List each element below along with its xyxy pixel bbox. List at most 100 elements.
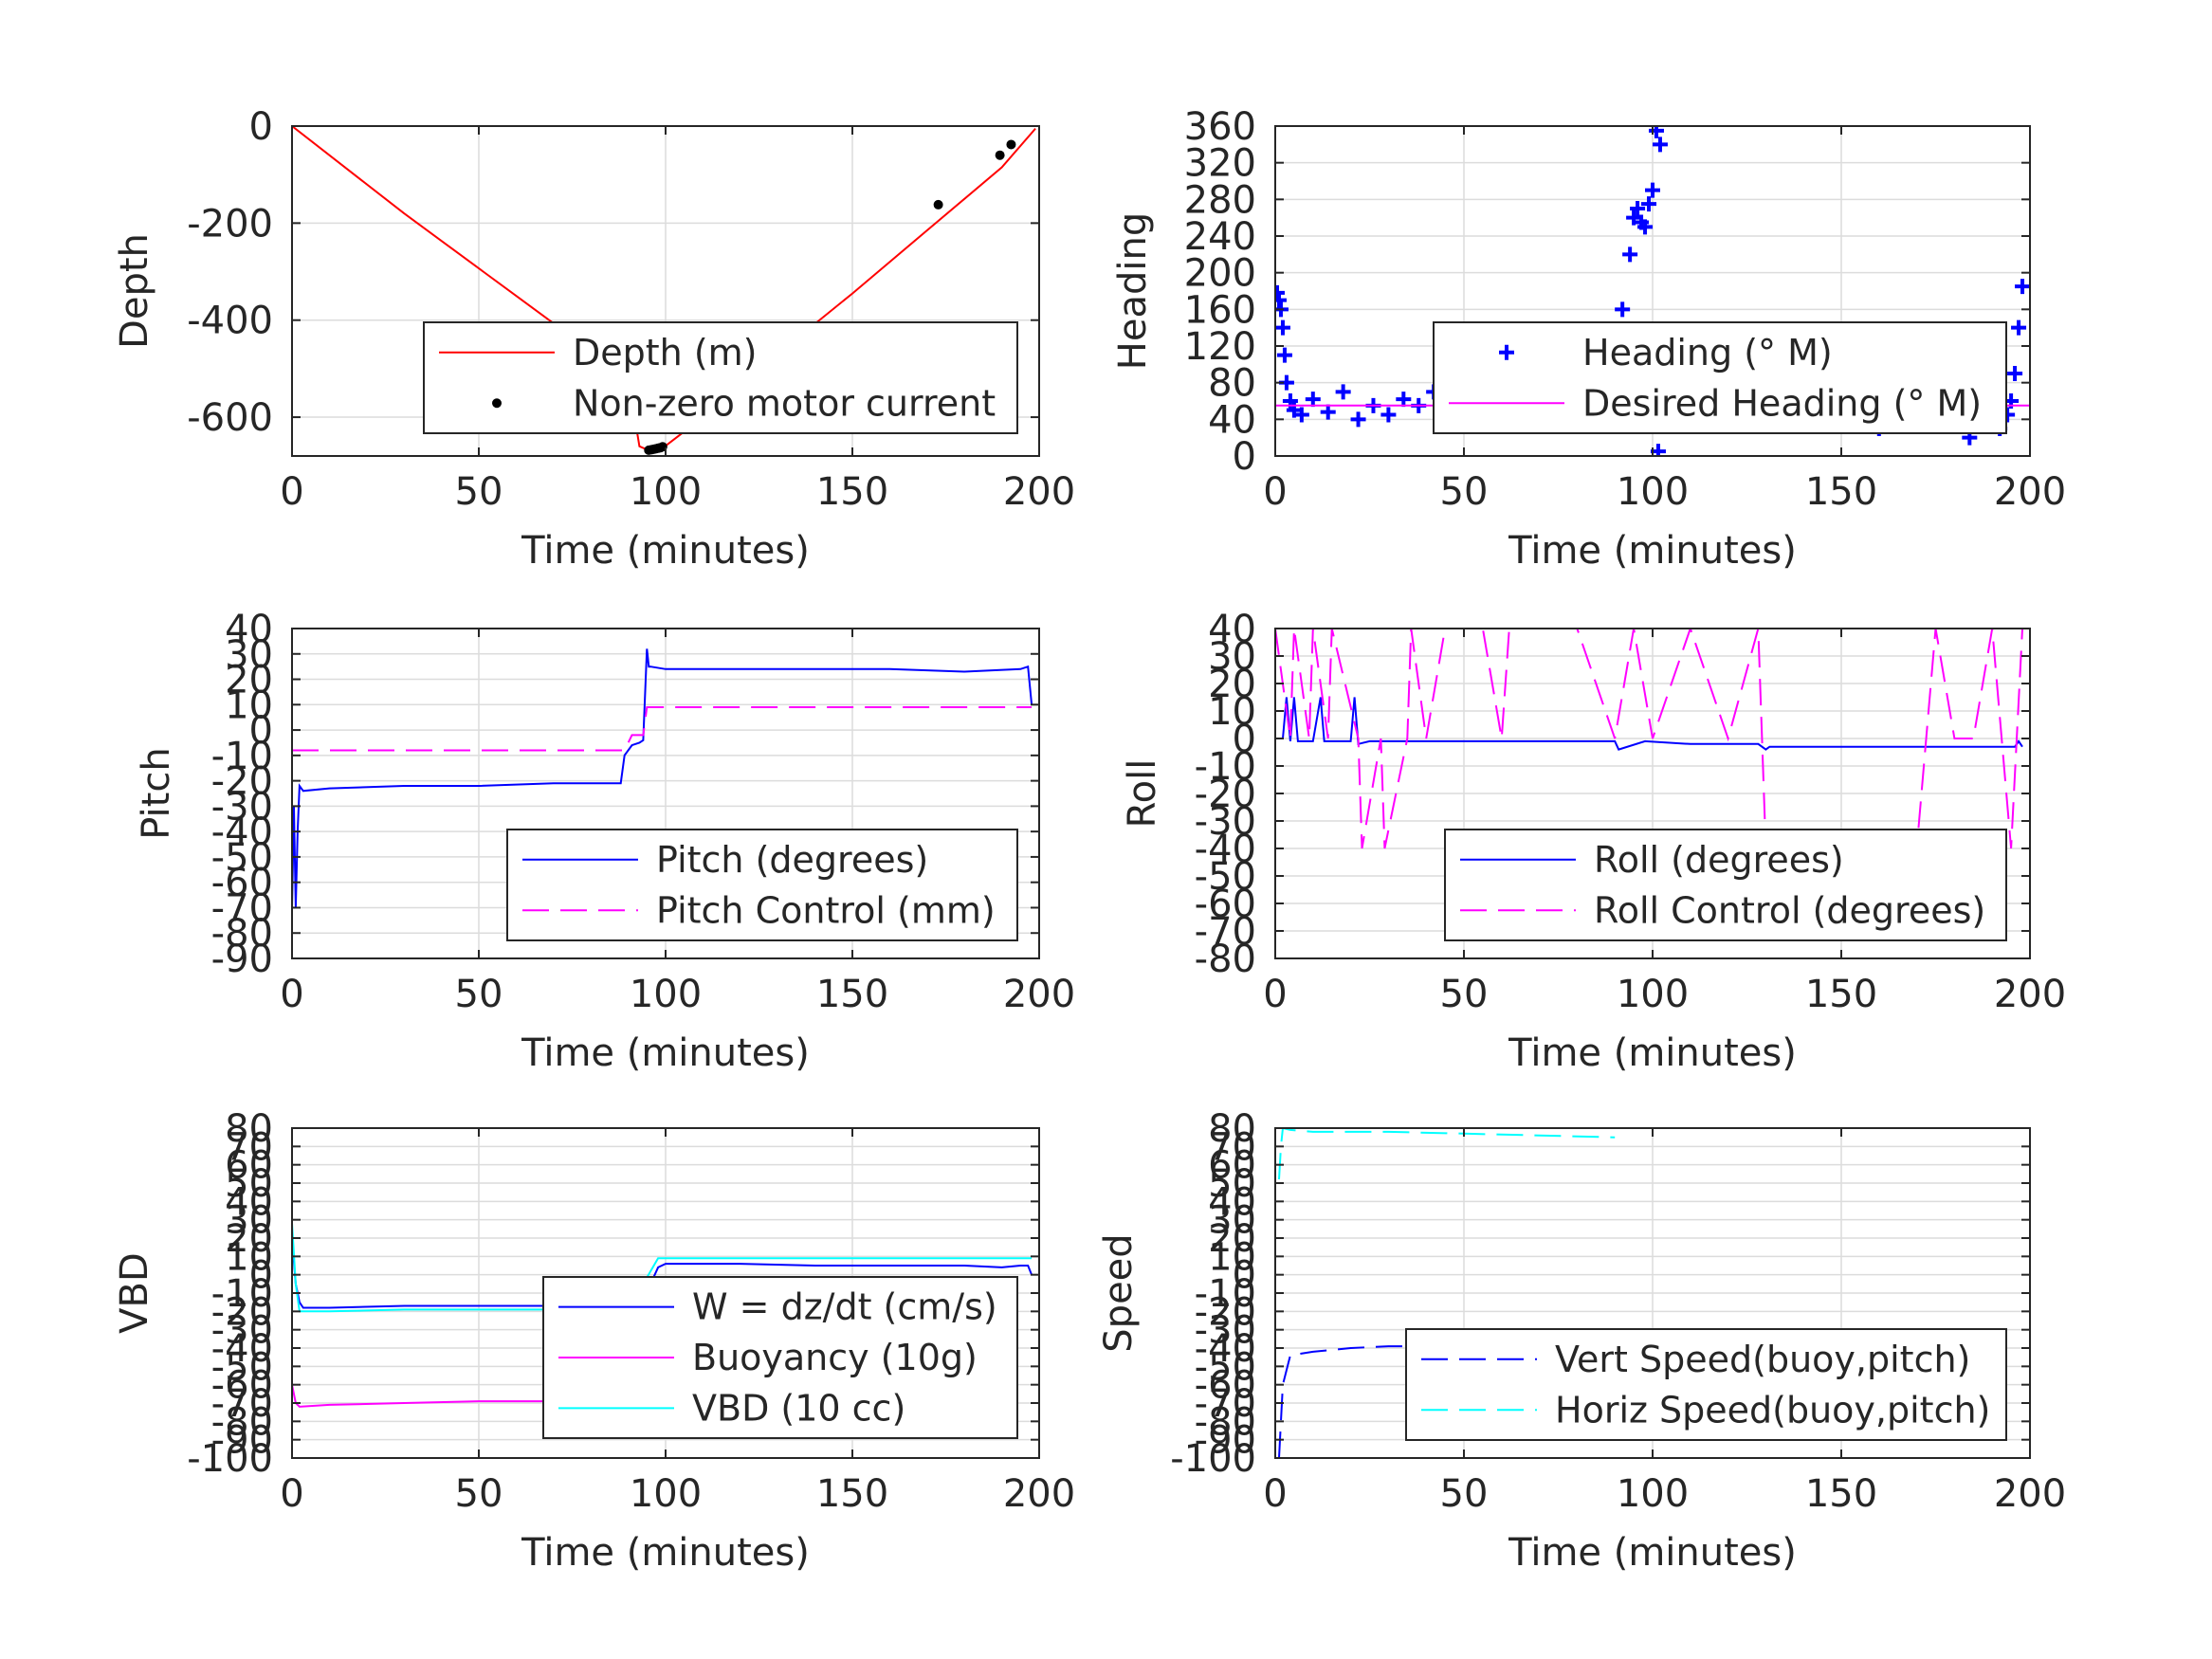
speed-chart: 0 50 100 150 20080706050403020100-10-20-30-4… [1097, 1107, 2066, 1575]
speed-xlabel: Time (minutes) [1508, 1531, 1797, 1575]
pitch-ytick-label: -20 [211, 760, 273, 804]
heading-series-0-point [1305, 392, 1321, 408]
heading-series-0-point [1276, 347, 1292, 363]
depth-xtick-label: 200 [1003, 470, 1075, 514]
vbd-xtick-label: 50 [455, 1472, 503, 1516]
heading-legend-box [1433, 321, 2007, 434]
speed-ytick-label: -80 [1195, 1400, 1256, 1444]
pitch-ytick-label: -10 [211, 735, 273, 778]
pitch-legend-label: Pitch (degrees) [656, 839, 928, 881]
roll-xtick-label: 200 [1994, 973, 2066, 1016]
pitch-data [292, 648, 1033, 908]
roll-ytick-label: 0 [1233, 718, 1256, 761]
vbd-ytick-label: 70 [225, 1125, 273, 1169]
speed-legend: Vert Speed(buoy,pitch) Horiz Speed(buoy,p… [1405, 1328, 2007, 1441]
depth-ylabel: Depth [113, 233, 156, 349]
heading-legend-swatch [1499, 344, 1514, 360]
speed-ytick-label: -100 [1170, 1437, 1256, 1481]
vbd-ytick-label: -60 [211, 1364, 273, 1408]
pitch-xtick-label: 50 [455, 973, 503, 1016]
heading-series-0-point [1615, 301, 1631, 318]
pitch-ytick-label: -40 [211, 811, 273, 854]
depth-legend-label: Depth (m) [573, 332, 758, 374]
speed-ytick-label: -90 [1195, 1419, 1256, 1463]
heading-series-0-point [1275, 319, 1290, 336]
vbd-ytick-label: -100 [187, 1437, 273, 1481]
pitch-ytick-label: 0 [249, 709, 273, 753]
depth-ytick-label: -600 [187, 396, 273, 440]
depth-legend-label: Non-zero motor current [573, 382, 996, 424]
vbd-legend-label: Buoyancy (10g) [692, 1337, 978, 1378]
heading-xtick-label: 200 [1994, 470, 2066, 514]
speed-ytick-label: -40 [1195, 1327, 1256, 1371]
speed-legend-label: Vert Speed(buoy,pitch) [1555, 1339, 1970, 1380]
heading-ytick-label: 160 [1184, 288, 1256, 332]
speed-ytick-label: -70 [1195, 1382, 1256, 1426]
vbd-legend-label: VBD (10 cc) [692, 1387, 905, 1429]
vbd-ytick-label: -20 [211, 1290, 273, 1334]
heading-ytick-label: 120 [1184, 325, 1256, 369]
speed-ytick-label: -50 [1195, 1345, 1256, 1389]
vbd-ytick-label: 80 [225, 1107, 273, 1151]
vbd-legend: W = dz/dt (cm/s) Buoyancy (10g) VBD (10 cc… [542, 1276, 1018, 1439]
speed-ytick-label: -60 [1195, 1364, 1256, 1408]
roll-legend-label: Roll (degrees) [1594, 839, 1844, 881]
vbd-xlabel: Time (minutes) [521, 1531, 810, 1575]
depth-series-1-point [995, 150, 1005, 160]
vbd-chart: 0 50 100 150 20080706050403020100-10-20-30-4… [113, 1107, 1075, 1575]
heading-ytick-label: 0 [1233, 435, 1256, 479]
heading-ytick-label: 320 [1184, 142, 1256, 186]
roll-xtick-label: 0 [1263, 973, 1287, 1016]
pitch-series-1-line [292, 706, 1033, 752]
heading-series-0-point [1350, 411, 1366, 428]
roll-legend: Roll (degrees) Roll Control (degrees) [1444, 829, 2007, 941]
roll-ytick-label: 30 [1208, 635, 1256, 679]
heading-series-0-point [1380, 407, 1397, 423]
pitch-xtick-label: 200 [1003, 973, 1075, 1016]
heading-legend-label: Desired Heading (° M) [1582, 382, 1982, 424]
pitch-ytick-label: -90 [211, 938, 273, 981]
depth-data [292, 126, 1036, 455]
roll-legend-box [1444, 829, 2007, 941]
roll-ytick-label: -30 [1195, 800, 1256, 844]
pitch-ytick-label: 30 [225, 633, 273, 677]
heading-series-0-point [1648, 126, 1664, 138]
heading-series-0-point [2015, 279, 2030, 295]
vbd-ytick-label: 60 [225, 1144, 273, 1188]
speed-legend-box [1405, 1328, 2007, 1441]
pitch-ytick-label: -60 [211, 862, 273, 905]
pitch-ytick-label: -80 [211, 912, 273, 956]
heading-series-0-point [1630, 201, 1646, 216]
vbd-xtick-label: 100 [630, 1472, 702, 1516]
pitch-xlabel: Time (minutes) [521, 1031, 810, 1075]
vbd-ytick-label: -30 [211, 1309, 273, 1353]
speed-ylabel: Speed [1097, 1233, 1141, 1352]
speed-xtick-label: 50 [1440, 1472, 1489, 1516]
speed-ytick-label: 10 [1208, 1235, 1256, 1279]
heading-xtick-label: 100 [1617, 470, 1689, 514]
heading-legend-label: Heading (° M) [1582, 332, 1833, 374]
heading-series-0-point [1320, 404, 1336, 420]
speed-xtick-label: 200 [1994, 1472, 2066, 1516]
vbd-xtick-label: 0 [280, 1472, 303, 1516]
pitch-ytick-label: -30 [211, 785, 273, 829]
heading-series-0-point [1645, 182, 1660, 198]
speed-ytick-label: -30 [1195, 1309, 1256, 1353]
speed-ytick-label: 20 [1208, 1217, 1256, 1261]
depth-legend-swatch [492, 398, 502, 409]
heading-ytick-label: 80 [1208, 362, 1256, 406]
pitch-ytick-label: 20 [225, 659, 273, 702]
pitch-xtick-label: 150 [816, 973, 888, 1016]
roll-xtick-label: 100 [1617, 973, 1689, 1016]
roll-ytick-label: -40 [1195, 828, 1256, 871]
roll-ytick-label: -60 [1195, 883, 1256, 926]
speed-ytick-label: 50 [1208, 1162, 1256, 1206]
heading-series-0-point [1641, 196, 1657, 212]
heading-series-0-point [1637, 219, 1654, 235]
pitch-ytick-label: 10 [225, 684, 273, 727]
roll-xlabel: Time (minutes) [1508, 1031, 1797, 1075]
pitch-ytick-label: 40 [225, 608, 273, 651]
speed-ytick-label: 0 [1233, 1254, 1256, 1298]
vbd-ytick-label: 50 [225, 1162, 273, 1206]
